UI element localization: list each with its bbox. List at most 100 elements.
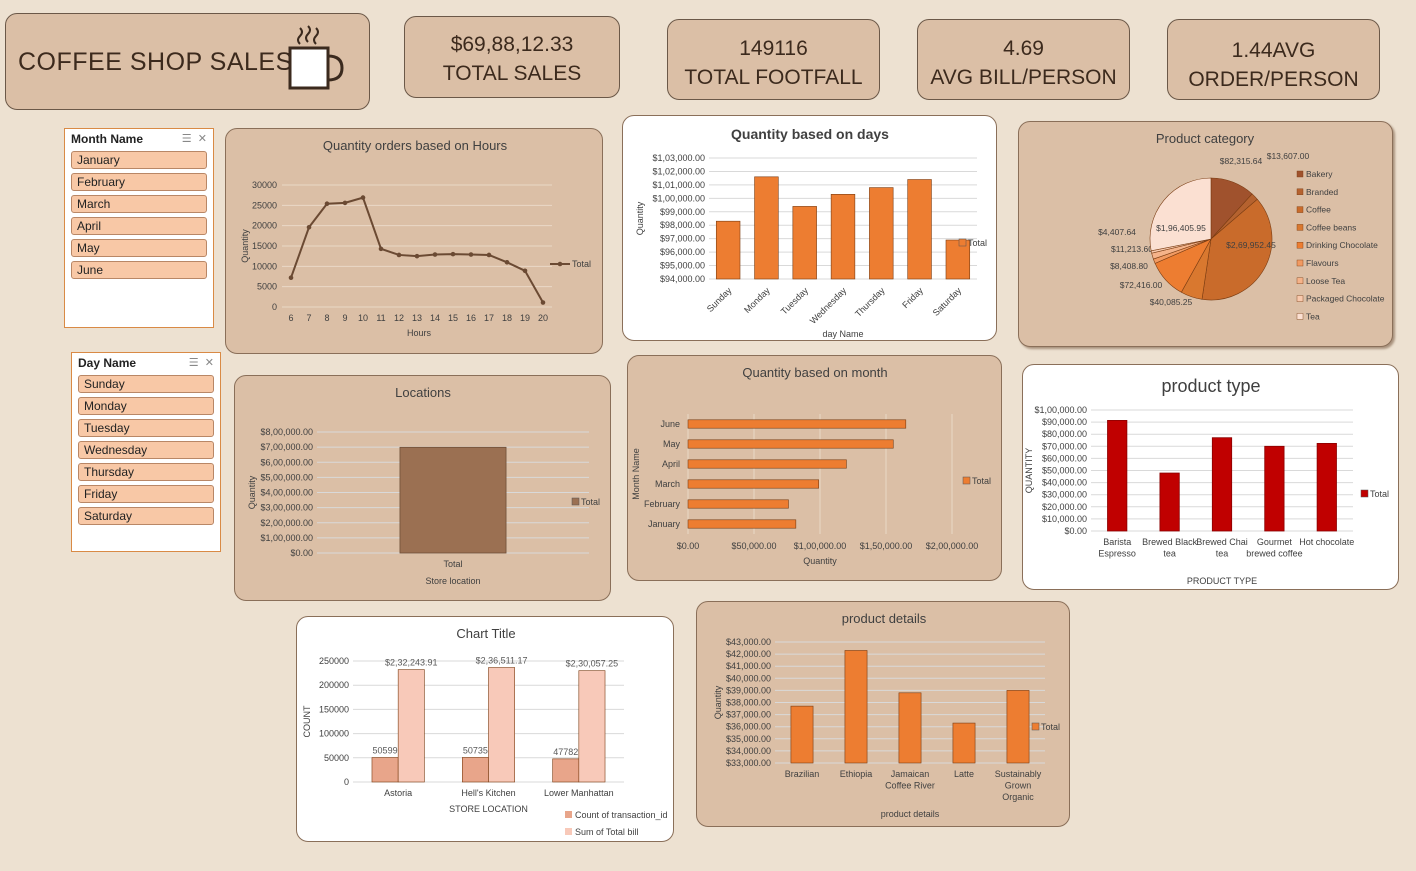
bar (687, 499, 789, 509)
slicer-item-month[interactable]: January (71, 151, 207, 169)
y-tick-label: 10000 (252, 261, 277, 271)
x-tick-label: Hot chocolate (1299, 537, 1354, 547)
data-point (396, 252, 402, 258)
x-tick-label: Brewed Black (1142, 537, 1198, 547)
y-tick-label: $0.00 (290, 548, 313, 558)
y-tick-label: 0 (344, 777, 349, 787)
multi-select-icon[interactable]: ☰ (181, 133, 192, 145)
x-tick-label: 13 (412, 313, 422, 323)
x-tick-label: 9 (342, 313, 347, 323)
chart-days[interactable]: Quantity based on days $94,000.00 $95,000.… (622, 115, 997, 341)
y-tick-label: $42,000.00 (726, 649, 771, 659)
slicer-item-month[interactable]: June (71, 261, 207, 279)
x-tick-label: Monday (742, 285, 772, 315)
slicer-item-month[interactable]: February (71, 173, 207, 191)
x-axis-label: STORE LOCATION (449, 804, 528, 814)
y-tick-label: 15000 (252, 241, 277, 251)
header-card: COFFEE SHOP SALES (5, 13, 370, 110)
y-tick-label: $38,000.00 (726, 698, 771, 708)
y-tick-label: $40,000.00 (1042, 478, 1087, 488)
chart-locations[interactable]: Locations $0.00 $1,00,000.00 $2,00,000.00 $3… (234, 375, 611, 601)
x-tick-label: 11 (376, 313, 385, 323)
legend-swatch (1296, 241, 1304, 249)
y-tick-label: $4,00,000.00 (260, 488, 313, 498)
slicer-item-month[interactable]: March (71, 195, 207, 213)
y-axis-label: Month Name (631, 448, 641, 500)
x-tick-label: 8 (324, 313, 329, 323)
legend-label: Drinking Chocolate (1306, 240, 1378, 250)
chart-product-type[interactable]: product type $0.00 $10,000.00 $20,000.00 $30… (1022, 364, 1399, 590)
chart-title: Quantity based on days (731, 126, 889, 142)
y-axis-label: QUANTITY (1024, 448, 1034, 494)
kpi-avg-bill: 4.69 AVG BILL/PERSON (917, 19, 1130, 100)
legend-label: Total (581, 497, 600, 507)
bar (399, 446, 507, 554)
legend-label: Branded (1306, 187, 1338, 197)
data-label: $11,213.60 (1111, 244, 1153, 254)
chart-store[interactable]: Chart Title 0 50000 100000 150000 200000 25000… (296, 616, 674, 842)
x-tick-label: 20 (538, 313, 548, 323)
clear-filter-icon[interactable]: ✕ (197, 133, 207, 145)
x-tick-label: Brewed Chai (1196, 537, 1248, 547)
y-tick-label: 25000 (252, 200, 277, 210)
slicer-item-day[interactable]: Friday (78, 485, 214, 503)
chart-category[interactable]: Product category $82,315.64 $13,607.00 $2,6… (1018, 121, 1393, 347)
legend-swatch (1296, 170, 1304, 178)
x-tick-label: 6 (288, 313, 293, 323)
y-tick-label: 30000 (252, 180, 277, 190)
clear-filter-icon[interactable]: ✕ (204, 357, 214, 369)
y-tick-label: $95,000.00 (660, 261, 705, 271)
legend-swatch (1360, 489, 1369, 498)
y-tick-label: $1,02,000.00 (652, 166, 705, 176)
slicer-item-day[interactable]: Saturday (78, 507, 214, 525)
x-tick-label: $50,000.00 (731, 541, 776, 551)
x-tick-label: Grown (1005, 781, 1032, 791)
slicer-title: Day Name (78, 356, 137, 370)
legend-swatch (1296, 295, 1304, 302)
legend-label: Total (968, 238, 987, 248)
y-axis-label: COUNT (302, 705, 312, 737)
legend-label: Total (1370, 489, 1389, 499)
chart-hours[interactable]: Quantity orders based on Hours 0 5000 10000… (225, 128, 603, 354)
chart-title: Quantity orders based on Hours (323, 138, 508, 153)
y-tick-label: $30,000.00 (1042, 490, 1087, 500)
bar (898, 692, 922, 764)
legend-swatch (571, 497, 580, 506)
legend-swatch (565, 811, 572, 818)
y-axis-label: Quantity (713, 685, 723, 719)
legend-label: Total (1041, 722, 1060, 732)
y-tick-label: April (662, 459, 680, 469)
data-label: 47782 (553, 747, 578, 757)
kpi-value: 149116 (739, 37, 808, 60)
slicer-item-day[interactable]: Sunday (78, 375, 214, 393)
chart-title: product type (1161, 376, 1260, 396)
legend-label: Loose Tea (1306, 276, 1345, 286)
data-point (360, 195, 366, 200)
chart-product-details[interactable]: product details $33,000.00 $34,000.00 $35,0… (696, 601, 1070, 827)
data-label: $2,32,243.91 (385, 658, 438, 668)
slicer-title: Month Name (71, 132, 143, 146)
bar (488, 667, 515, 783)
slicer-item-month[interactable]: April (71, 217, 207, 235)
slicer-item-day[interactable]: Thursday (78, 463, 214, 481)
x-tick-label: Coffee River (885, 781, 935, 791)
legend-swatch (1296, 188, 1304, 196)
multi-select-icon[interactable]: ☰ (188, 357, 199, 369)
slicer-item-day[interactable]: Tuesday (78, 419, 214, 437)
y-tick-label: $2,00,000.00 (260, 518, 313, 528)
chart-months[interactable]: Quantity based on month $0.00 $50,000.00 $1… (627, 355, 1002, 581)
slicer-item-day[interactable]: Monday (78, 397, 214, 415)
chart-title: Quantity based on month (742, 365, 887, 380)
y-tick-label: $90,000.00 (1042, 417, 1087, 427)
slicer-item-month[interactable]: May (71, 239, 207, 257)
x-tick-label: 16 (466, 313, 476, 323)
y-tick-label: $8,00,000.00 (260, 427, 313, 437)
x-tick-label: 15 (448, 313, 458, 323)
bar (687, 419, 907, 429)
x-tick-label: Friday (900, 285, 925, 310)
x-tick-label: Espresso (1098, 549, 1136, 559)
bar (952, 722, 976, 764)
x-tick-label: Barista (1103, 537, 1131, 547)
y-tick-label: $99,000.00 (660, 207, 705, 217)
slicer-item-day[interactable]: Wednesday (78, 441, 214, 459)
